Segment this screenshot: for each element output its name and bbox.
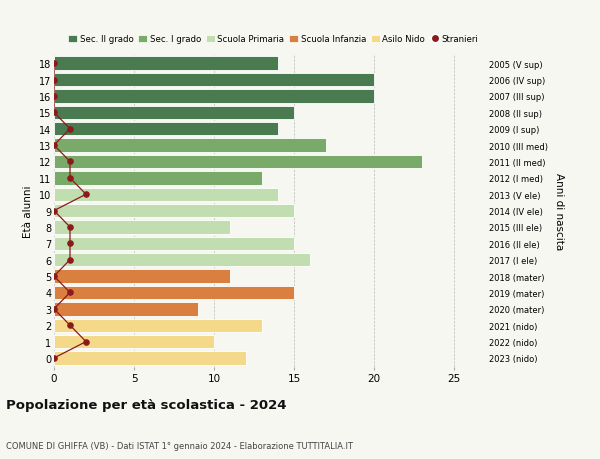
Bar <box>54 335 214 348</box>
Text: COMUNE DI GHIFFA (VB) - Dati ISTAT 1° gennaio 2024 - Elaborazione TUTTITALIA.IT: COMUNE DI GHIFFA (VB) - Dati ISTAT 1° ge… <box>6 441 353 450</box>
Point <box>49 109 59 117</box>
Point <box>49 61 59 68</box>
Bar <box>54 90 374 103</box>
Y-axis label: Anni di nascita: Anni di nascita <box>554 173 565 250</box>
Point <box>49 77 59 84</box>
Point <box>81 191 91 198</box>
Point <box>49 207 59 215</box>
Bar <box>54 74 374 87</box>
Y-axis label: Età alunni: Età alunni <box>23 185 33 237</box>
Bar <box>54 270 230 283</box>
Point <box>49 306 59 313</box>
Bar <box>54 237 294 251</box>
Bar <box>54 319 262 332</box>
Bar <box>54 106 294 120</box>
Point <box>81 338 91 346</box>
Bar <box>54 253 310 267</box>
Point <box>65 322 75 329</box>
Point <box>65 289 75 297</box>
Point <box>65 240 75 247</box>
Bar <box>54 204 294 218</box>
Point <box>65 126 75 133</box>
Bar <box>54 286 294 300</box>
Text: Popolazione per età scolastica - 2024: Popolazione per età scolastica - 2024 <box>6 398 287 411</box>
Point <box>49 93 59 101</box>
Point <box>65 257 75 264</box>
Bar <box>54 156 422 169</box>
Bar <box>54 139 326 152</box>
Bar <box>54 188 278 202</box>
Bar <box>54 57 278 71</box>
Point <box>65 224 75 231</box>
Bar <box>54 172 262 185</box>
Point <box>49 354 59 362</box>
Point <box>49 273 59 280</box>
Point <box>65 158 75 166</box>
Point <box>65 175 75 182</box>
Point <box>49 142 59 150</box>
Bar <box>54 352 246 365</box>
Bar <box>54 302 198 316</box>
Bar <box>54 221 230 234</box>
Bar <box>54 123 278 136</box>
Legend: Sec. II grado, Sec. I grado, Scuola Primaria, Scuola Infanzia, Asilo Nido, Stran: Sec. II grado, Sec. I grado, Scuola Prim… <box>65 32 482 48</box>
